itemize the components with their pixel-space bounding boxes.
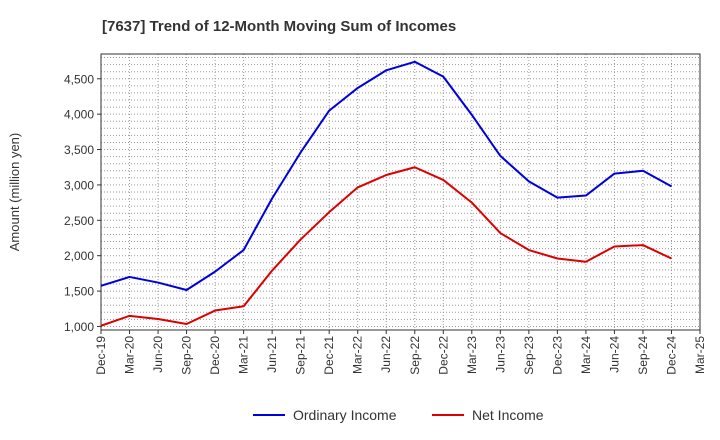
x-tick-label: Dec-22 bbox=[436, 336, 450, 375]
legend: Ordinary Income Net Income bbox=[253, 407, 544, 423]
y-tick-label: 2,500 bbox=[64, 214, 94, 228]
x-tick-label: Jun-23 bbox=[493, 336, 507, 373]
legend-label-ordinary-income: Ordinary Income bbox=[293, 407, 397, 423]
y-tick-label: 1,500 bbox=[64, 285, 94, 299]
y-tick-label: 4,500 bbox=[64, 72, 94, 86]
legend-label-net-income: Net Income bbox=[472, 407, 544, 423]
plot-area bbox=[100, 53, 701, 331]
x-tick-label: Mar-21 bbox=[237, 336, 251, 374]
x-tick-label: Jun-21 bbox=[265, 336, 279, 373]
x-tick-label: Dec-21 bbox=[322, 336, 336, 375]
x-tick-label: Sep-20 bbox=[180, 336, 194, 375]
y-tick-label: 3,000 bbox=[64, 178, 94, 192]
series-line-net-income bbox=[100, 166, 672, 327]
x-tick-label: Mar-20 bbox=[123, 336, 137, 374]
y-tick-label: 1,000 bbox=[64, 320, 94, 334]
x-tick-label: Dec-20 bbox=[208, 336, 222, 375]
x-tick-label: Mar-22 bbox=[351, 336, 365, 374]
x-tick-label: Mar-23 bbox=[465, 336, 479, 374]
y-tick-label: 4,000 bbox=[64, 108, 94, 122]
x-tick-label: Jun-22 bbox=[379, 336, 393, 373]
x-tick-label: Jun-20 bbox=[151, 336, 165, 373]
y-tick-label: 3,500 bbox=[64, 143, 94, 157]
series-lines bbox=[100, 60, 672, 327]
x-tick-label: Sep-22 bbox=[408, 336, 422, 375]
y-tick-label: 2,000 bbox=[64, 249, 94, 263]
x-tick-label: Sep-24 bbox=[636, 336, 650, 375]
x-tick-label: Dec-19 bbox=[94, 336, 108, 375]
x-tick-label: Jun-24 bbox=[607, 336, 621, 373]
x-tick-label: Sep-21 bbox=[294, 336, 308, 375]
y-axis-label: Amount (million yen) bbox=[7, 133, 22, 252]
chart-title: [7637] Trend of 12-Month Moving Sum of I… bbox=[102, 18, 456, 35]
grid-lines bbox=[101, 54, 700, 330]
x-tick-label: Dec-24 bbox=[664, 336, 678, 375]
y-axis: 1,000 1,500 2,000 2,500 3,000 3,500 4,000 4,500 bbox=[64, 72, 101, 334]
x-tick-label: Dec-23 bbox=[550, 336, 564, 375]
x-tick-label: Mar-25 bbox=[693, 336, 707, 374]
x-tick-label: Mar-24 bbox=[579, 336, 593, 374]
series-line-ordinary-income bbox=[100, 60, 672, 292]
x-tick-label: Sep-23 bbox=[522, 336, 536, 375]
x-axis: Dec-19 Mar-20 Jun-20 Sep-20 Dec-20 Mar-21 Jun-… bbox=[94, 330, 707, 375]
